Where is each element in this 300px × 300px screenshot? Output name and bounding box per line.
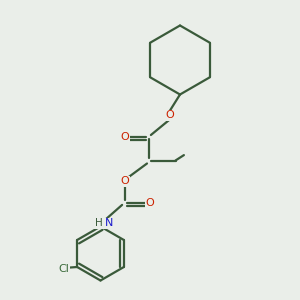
Text: O: O <box>146 197 154 208</box>
Text: N: N <box>104 218 113 229</box>
Text: O: O <box>120 176 129 187</box>
Text: Cl: Cl <box>58 263 69 274</box>
Text: H: H <box>95 218 103 229</box>
Text: O: O <box>165 110 174 121</box>
Text: O: O <box>120 131 129 142</box>
